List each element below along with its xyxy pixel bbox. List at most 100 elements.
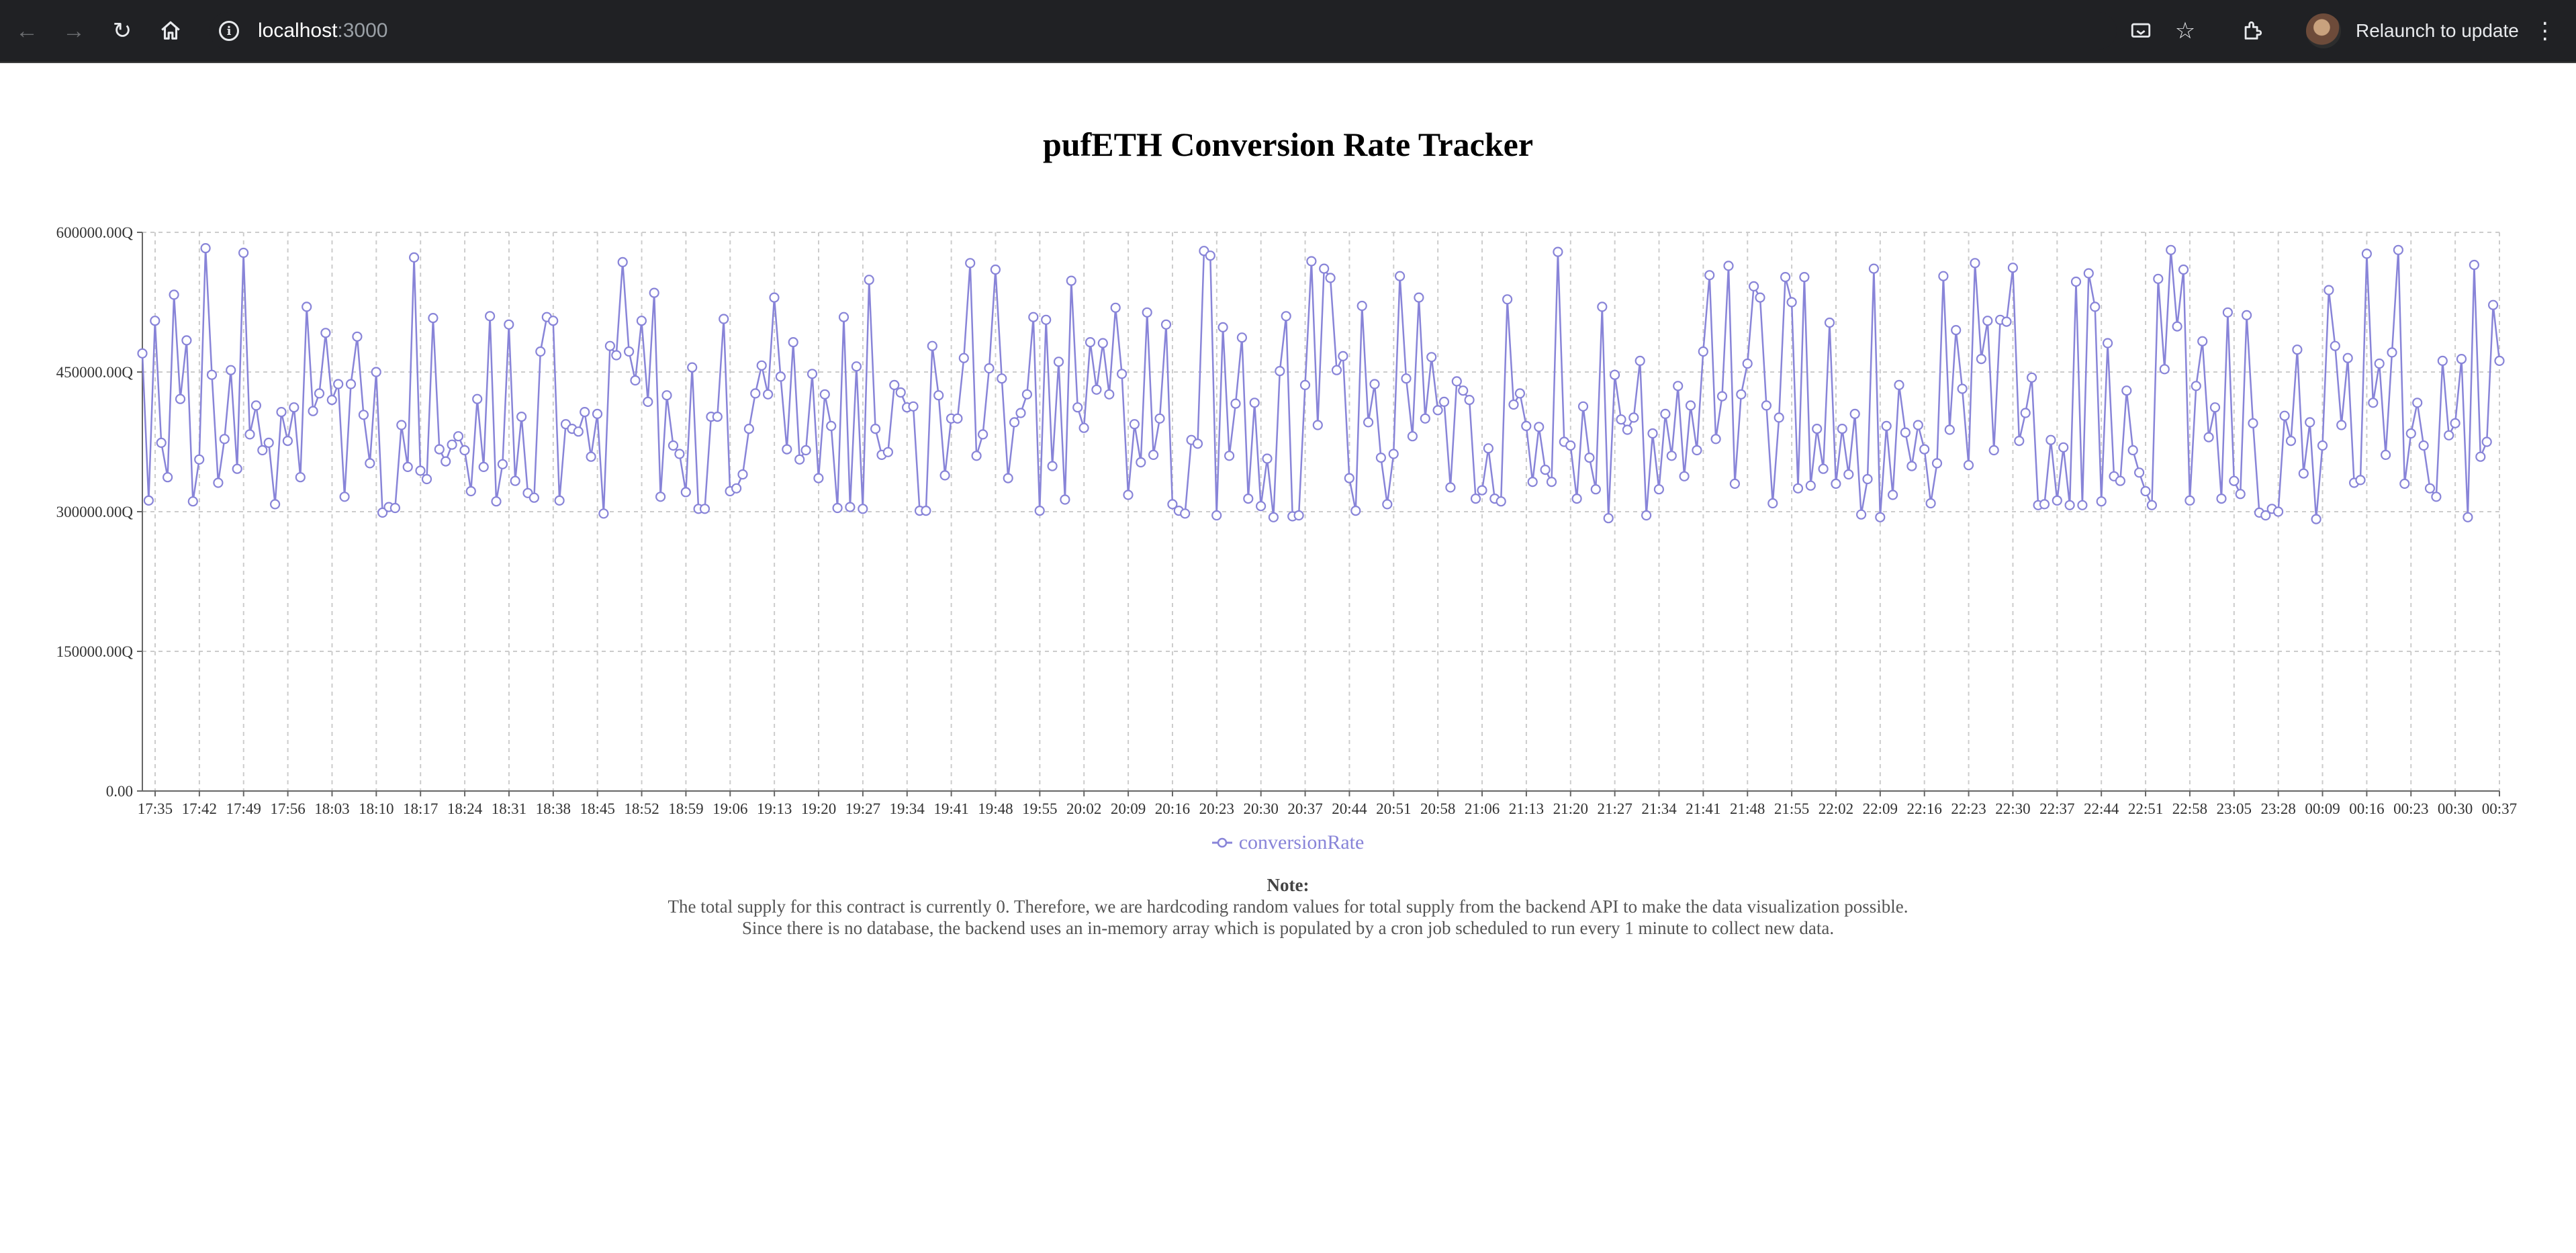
data-point[interactable]	[1236, 332, 1248, 343]
data-point[interactable]	[1521, 420, 1532, 431]
data-point[interactable]	[1590, 484, 1601, 495]
data-point[interactable]	[2368, 398, 2379, 408]
data-point[interactable]	[1085, 337, 1096, 348]
data-point[interactable]	[858, 504, 868, 514]
data-point[interactable]	[1148, 449, 1159, 460]
data-point[interactable]	[358, 410, 369, 420]
data-point[interactable]	[244, 429, 255, 440]
data-point[interactable]	[1192, 438, 1203, 449]
reload-icon[interactable]: ↻	[112, 18, 132, 44]
data-point[interactable]	[491, 496, 502, 507]
data-point[interactable]	[1331, 365, 1342, 375]
data-point[interactable]	[1306, 256, 1317, 267]
data-point[interactable]	[2166, 244, 2176, 255]
data-point[interactable]	[1837, 424, 1847, 434]
data-point[interactable]	[1653, 484, 1664, 495]
data-point[interactable]	[156, 437, 167, 448]
data-point[interactable]	[2298, 468, 2309, 479]
data-point[interactable]	[478, 461, 489, 472]
data-point[interactable]	[1483, 443, 1493, 454]
address-bar[interactable]: i localhost:3000	[210, 12, 2117, 50]
data-point[interactable]	[630, 375, 641, 386]
data-point[interactable]	[1268, 512, 1279, 522]
data-point[interactable]	[743, 424, 755, 434]
data-point[interactable]	[389, 502, 401, 514]
data-point[interactable]	[1325, 273, 1336, 283]
data-point[interactable]	[1622, 424, 1632, 435]
data-point[interactable]	[1319, 263, 1330, 274]
data-point[interactable]	[895, 387, 906, 398]
data-point[interactable]	[1407, 431, 1418, 442]
data-point[interactable]	[687, 362, 698, 373]
data-point[interactable]	[453, 431, 464, 442]
data-point[interactable]	[1571, 494, 1582, 504]
data-point[interactable]	[1944, 424, 1955, 435]
data-point[interactable]	[2330, 340, 2340, 351]
data-point[interactable]	[1180, 508, 1191, 519]
data-point[interactable]	[598, 508, 609, 519]
data-point[interactable]	[1786, 297, 1797, 308]
data-point[interactable]	[510, 475, 520, 486]
data-point[interactable]	[2235, 489, 2246, 500]
data-point[interactable]	[1091, 384, 1102, 395]
data-point[interactable]	[2342, 353, 2353, 363]
data-point[interactable]	[2222, 307, 2233, 318]
data-point[interactable]	[1894, 379, 1904, 390]
data-point[interactable]	[459, 445, 470, 456]
data-point[interactable]	[289, 402, 300, 413]
data-point[interactable]	[1104, 389, 1115, 400]
data-point[interactable]	[1438, 396, 1450, 407]
data-point[interactable]	[2209, 402, 2221, 413]
data-point[interactable]	[1761, 400, 1772, 411]
relaunch-button[interactable]: Relaunch to update ⋮	[2356, 11, 2557, 51]
home-icon[interactable]	[154, 15, 187, 47]
data-point[interactable]	[2153, 273, 2164, 284]
data-point[interactable]	[788, 337, 798, 348]
data-point[interactable]	[889, 379, 900, 390]
data-point[interactable]	[2456, 354, 2467, 365]
data-point[interactable]	[345, 379, 357, 389]
data-point[interactable]	[838, 312, 849, 322]
data-point[interactable]	[276, 407, 287, 418]
data-point[interactable]	[719, 314, 729, 324]
data-point[interactable]	[1641, 510, 1652, 521]
data-point[interactable]	[1799, 271, 1810, 283]
data-point[interactable]	[1527, 477, 1538, 488]
data-point[interactable]	[554, 495, 565, 506]
data-point[interactable]	[1464, 395, 1475, 406]
data-point[interactable]	[1003, 473, 1013, 483]
data-point[interactable]	[680, 487, 691, 498]
data-point[interactable]	[465, 485, 476, 497]
data-point[interactable]	[1388, 449, 1399, 459]
data-point[interactable]	[2014, 436, 2025, 447]
data-point[interactable]	[1704, 270, 1715, 281]
data-point[interactable]	[965, 258, 976, 269]
data-point[interactable]	[1420, 413, 1430, 424]
star-icon[interactable]: ☆	[2174, 18, 2196, 44]
data-point[interactable]	[1805, 480, 1816, 491]
data-point[interactable]	[2140, 485, 2151, 497]
data-point[interactable]	[213, 477, 224, 488]
data-point[interactable]	[794, 454, 805, 465]
data-point[interactable]	[1565, 440, 1576, 451]
data-point[interactable]	[333, 379, 344, 389]
data-point[interactable]	[882, 447, 894, 457]
data-point[interactable]	[2361, 248, 2372, 259]
data-point[interactable]	[1818, 463, 1829, 474]
data-point[interactable]	[1344, 473, 1354, 483]
data-point[interactable]	[617, 257, 628, 268]
data-point[interactable]	[655, 492, 666, 502]
data-point[interactable]	[1021, 389, 1033, 400]
data-point[interactable]	[1401, 373, 1412, 384]
data-point[interactable]	[2197, 336, 2208, 346]
chart-legend[interactable]: conversionRate	[0, 831, 2576, 854]
data-point[interactable]	[1123, 490, 1134, 500]
data-point[interactable]	[1369, 379, 1380, 389]
data-point[interactable]	[194, 454, 205, 465]
data-point[interactable]	[636, 316, 647, 326]
data-point[interactable]	[1553, 246, 1563, 257]
data-point[interactable]	[504, 319, 514, 330]
data-point[interactable]	[2424, 483, 2436, 494]
data-point[interactable]	[1546, 477, 1557, 488]
data-point[interactable]	[377, 507, 388, 518]
